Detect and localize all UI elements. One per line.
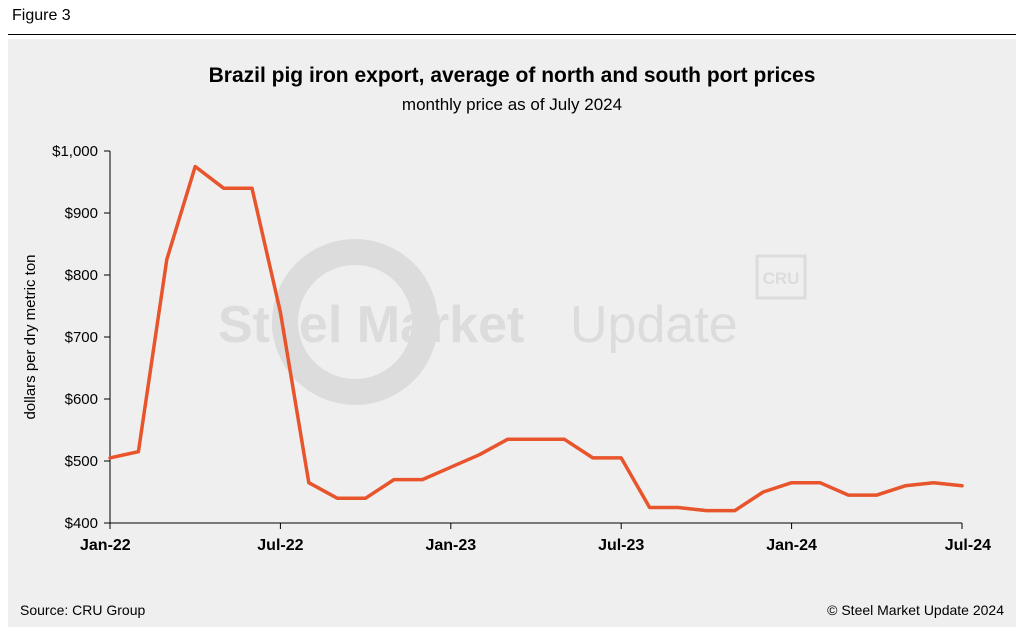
watermark-text-light: Update <box>570 296 738 354</box>
y-axis-ticks: $1,000 $900 $800 $700 $600 $500 $400 <box>52 143 110 532</box>
watermark-badge-text: CRU <box>763 269 800 288</box>
y-tick-label: $600 <box>65 391 98 408</box>
y-tick-label: $400 <box>65 515 98 532</box>
figure-label: Figure 3 <box>12 7 71 24</box>
y-tick-label: $800 <box>65 267 98 284</box>
price-series-line <box>108 164 964 513</box>
x-tick-label: Jul-23 <box>598 537 644 554</box>
watermark: Steel Market Update CRU <box>218 239 807 405</box>
chart-title: Brazil pig iron export, average of north… <box>208 64 816 87</box>
chart-subtitle: monthly price as of July 2024 <box>401 95 623 114</box>
figure-divider <box>8 34 1016 35</box>
y-axis-label: dollars per dry metric ton <box>22 254 39 419</box>
x-tick-label: Jan-23 <box>425 537 476 554</box>
y-tick-label: $900 <box>65 205 98 222</box>
x-axis-ticks: Jan-22 Jul-22 Jan-23 Jul-23 Jan-24 Jul-24 <box>80 523 991 554</box>
x-tick-label: Jul-24 <box>945 537 991 554</box>
watermark-text-bold: Steel Market <box>218 296 524 354</box>
watermark-logo-ring <box>272 239 438 405</box>
y-tick-label: $500 <box>65 453 98 470</box>
x-tick-label: Jan-22 <box>80 537 131 554</box>
y-tick-label: $1,000 <box>52 143 98 160</box>
source-note: Source: CRU Group <box>20 602 146 618</box>
chart-panel <box>8 39 1016 627</box>
y-tick-label: $700 <box>65 329 98 346</box>
copyright-note: © Steel Market Update 2024 <box>827 602 1004 618</box>
x-tick-label: Jan-24 <box>766 537 817 554</box>
series-layer <box>108 164 964 513</box>
watermark-badge-box <box>755 254 807 300</box>
x-tick-label: Jul-22 <box>257 537 303 554</box>
